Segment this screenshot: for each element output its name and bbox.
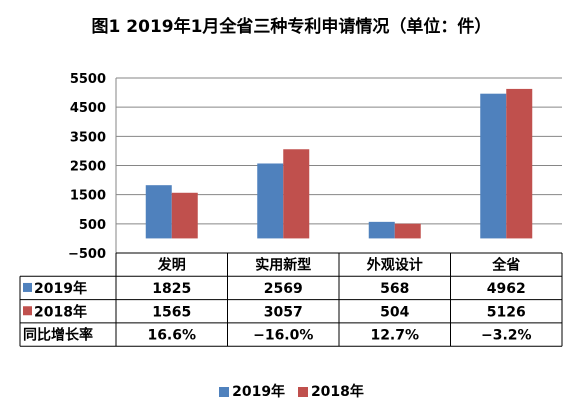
legend-swatch-2019 <box>219 387 230 397</box>
category-label: 外观设计 <box>367 257 423 274</box>
table-cell: 12.7% <box>370 328 419 344</box>
legend-item-2019: 2019年 <box>219 381 285 401</box>
legend-swatch-2018 <box>297 387 308 397</box>
y-tick-label: −500 <box>68 247 106 262</box>
table-legend-key <box>23 306 32 316</box>
table-row-label: 2018年 <box>34 303 87 320</box>
table-row-label: 同比增长率 <box>23 327 93 344</box>
bar-2018 <box>283 149 310 239</box>
bar-2019 <box>480 93 507 239</box>
y-tick-label: 3500 <box>70 130 106 145</box>
y-tick-label: 4500 <box>70 101 106 116</box>
y-tick-label: 500 <box>79 218 106 233</box>
table-cell: 1825 <box>152 281 191 297</box>
y-tick-label: 5500 <box>70 72 106 87</box>
bar-2018 <box>506 88 533 239</box>
category-label: 发明 <box>157 257 186 274</box>
legend-label-2018: 2018年 <box>310 384 364 400</box>
legend-item-2018: 2018年 <box>297 381 364 401</box>
bar-2019 <box>145 185 172 239</box>
category-label: 全省 <box>491 257 520 274</box>
table-cell: 568 <box>380 281 409 297</box>
table-cell: −16.0% <box>253 328 313 344</box>
table-cell: 1565 <box>152 304 191 320</box>
legend: 2019年 2018年 <box>0 381 583 401</box>
table-cell: 3057 <box>264 304 303 320</box>
table-legend-key <box>23 282 32 292</box>
bar-2018 <box>394 223 421 239</box>
bar-2018 <box>171 192 198 239</box>
legend-label-2019: 2019年 <box>232 384 286 400</box>
chart-title: 图1 2019年1月全省三种专利申请情况（单位：件） <box>91 17 492 37</box>
category-label: 实用新型 <box>255 257 311 274</box>
bar-2019 <box>368 221 395 239</box>
table-cell: 4962 <box>487 281 526 297</box>
table-cell: 2569 <box>264 281 303 297</box>
y-tick-label: 2500 <box>70 160 106 175</box>
table-cell: 504 <box>380 304 409 320</box>
bar-2019 <box>257 163 284 239</box>
table-row-label: 2019年 <box>34 280 87 297</box>
y-tick-label: 1500 <box>70 189 106 204</box>
table-cell: 16.6% <box>147 328 196 344</box>
table-cell: −3.2% <box>481 328 532 344</box>
table-cell: 5126 <box>487 304 526 320</box>
